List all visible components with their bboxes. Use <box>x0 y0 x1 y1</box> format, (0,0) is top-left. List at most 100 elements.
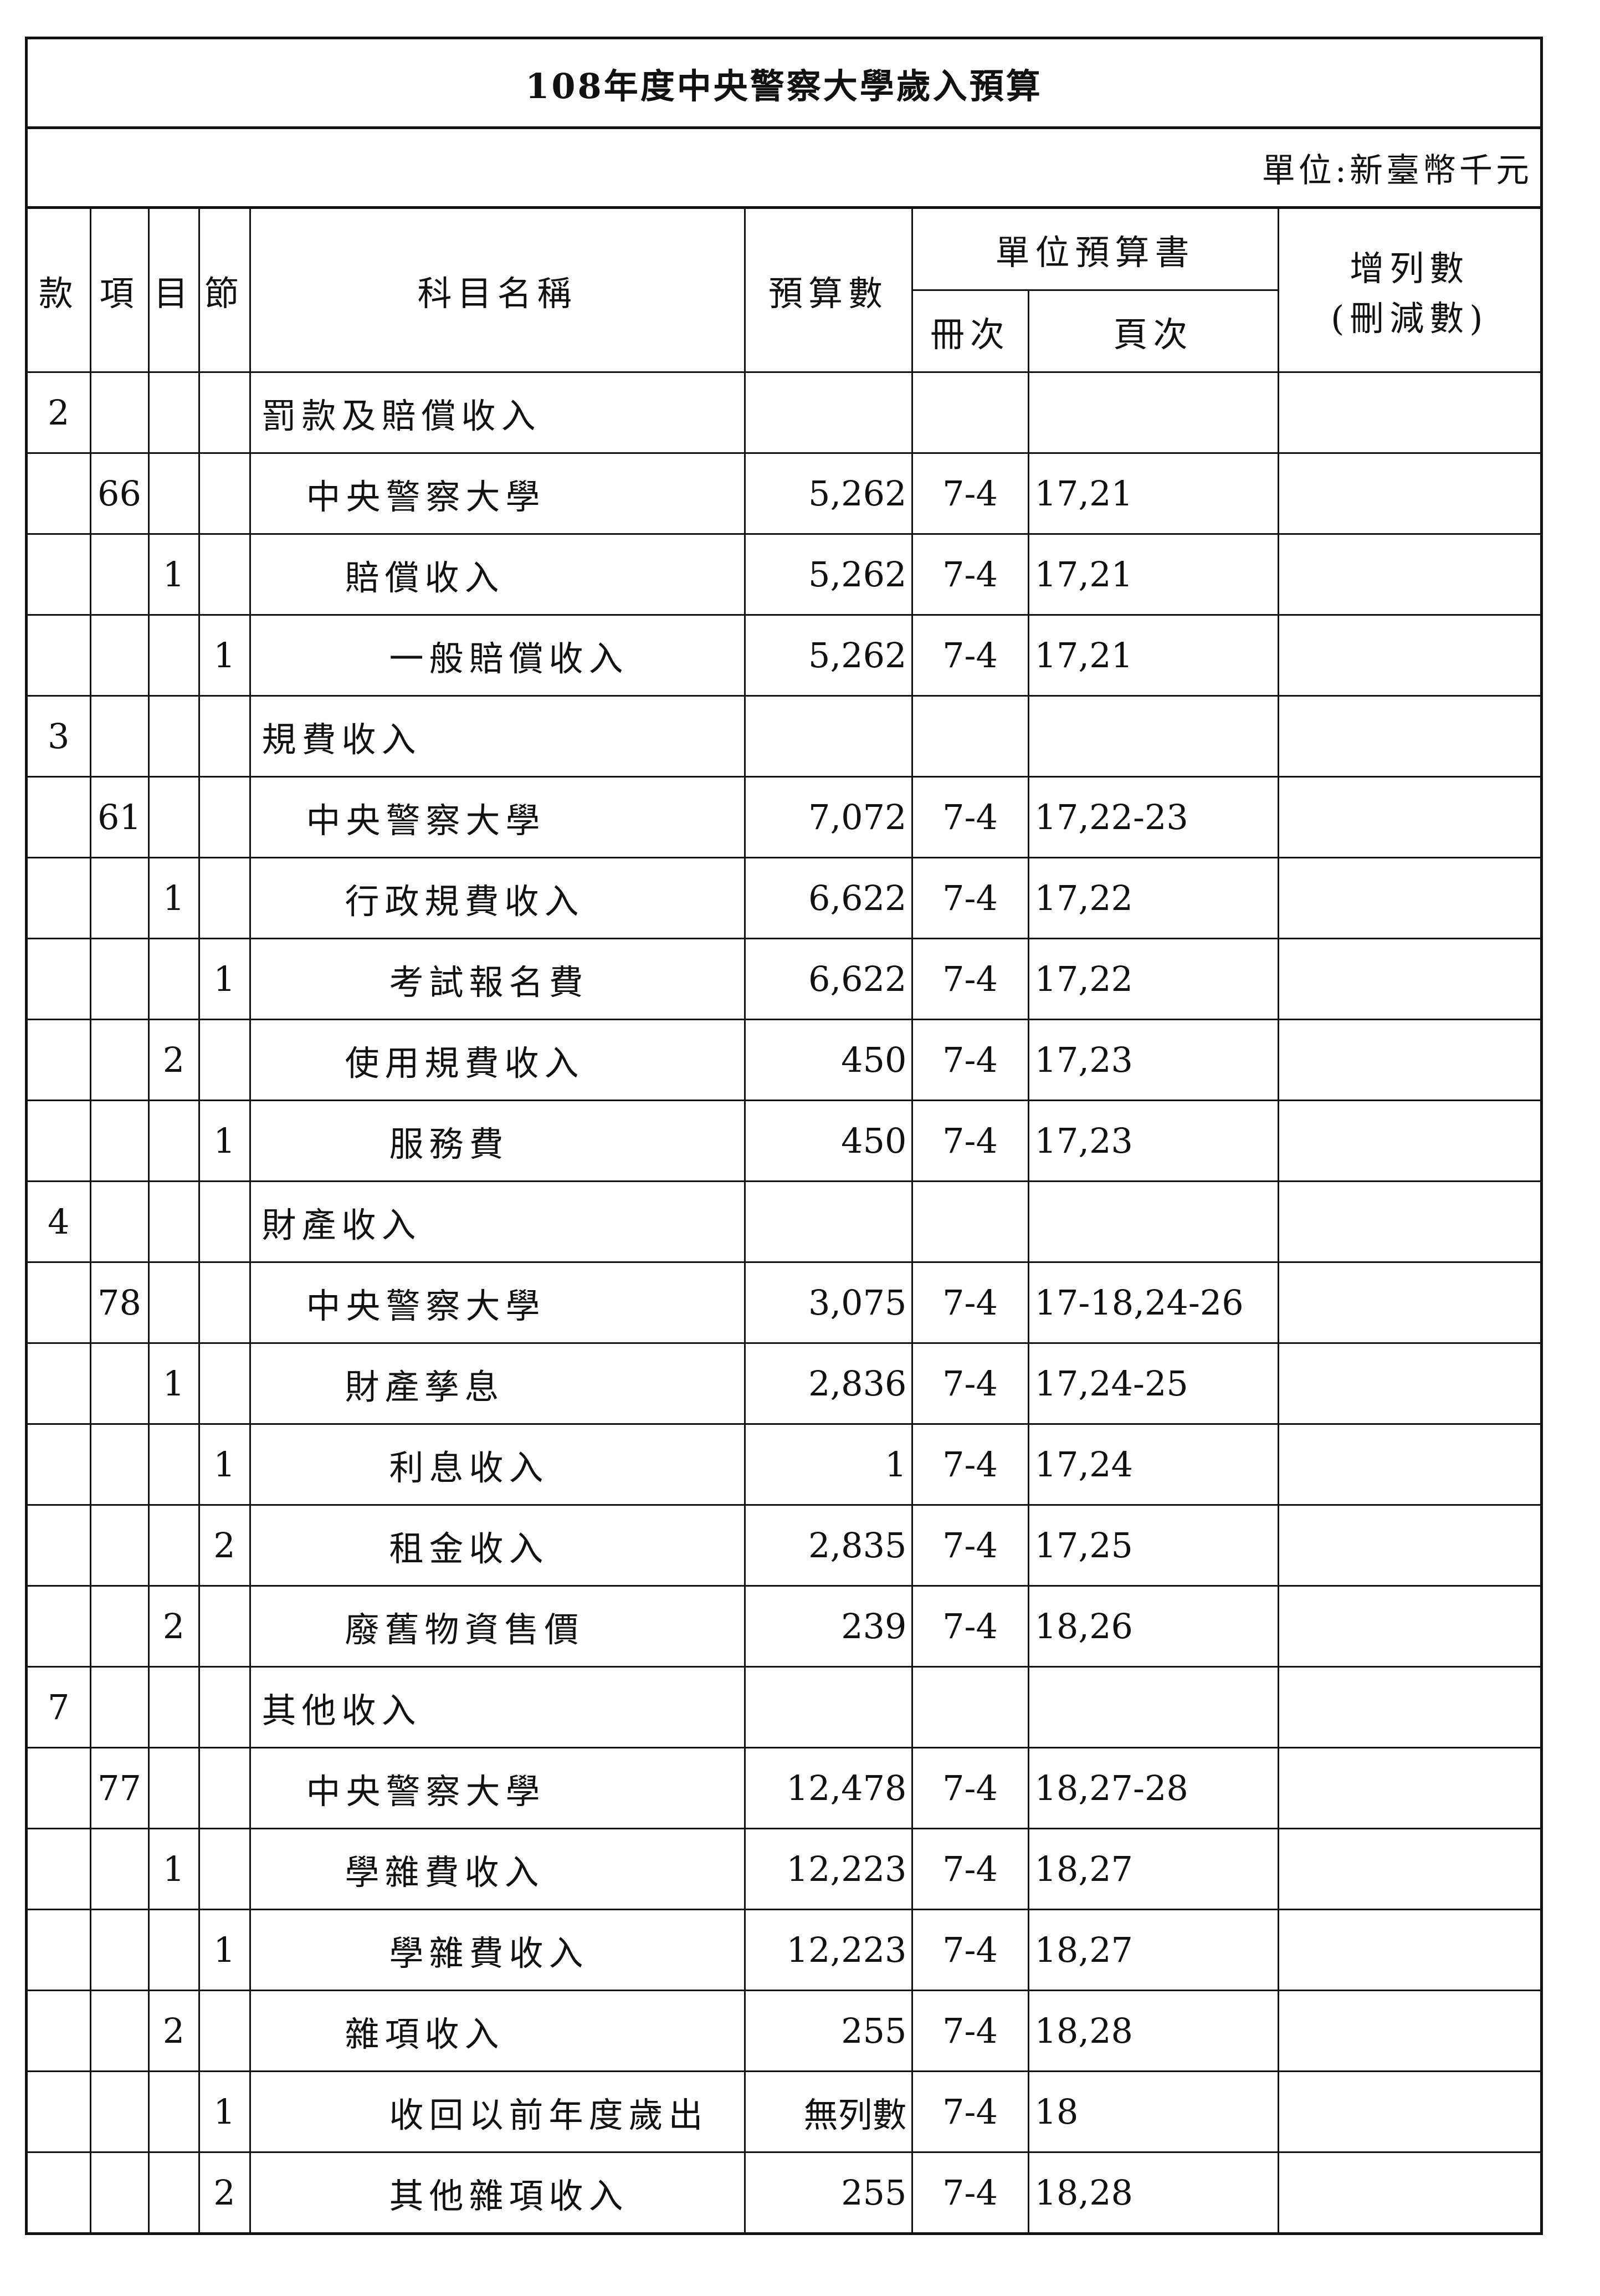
cell-jie <box>198 1019 251 1101</box>
cell-mu <box>147 2151 200 2232</box>
cell-amount: 12,223 <box>743 1909 913 1991</box>
cell-jie <box>198 533 251 616</box>
cell-pages: 18,27 <box>1027 1909 1279 1991</box>
cell-jie <box>198 452 251 535</box>
header-budget-book: 單位預算書 <box>911 209 1279 291</box>
cell-pages: 17,23 <box>1027 1019 1279 1101</box>
cell-volume: 7-4 <box>911 1585 1029 1668</box>
cell-mu <box>147 1747 200 1829</box>
cell-xiang: 66 <box>89 452 150 535</box>
cell-pages: 17,24-25 <box>1027 1342 1279 1425</box>
cell-change <box>1277 1342 1540 1425</box>
cell-mu <box>147 776 200 858</box>
table-row: 3 規費收入 <box>28 695 1540 778</box>
cell-volume: 7-4 <box>911 1261 1029 1344</box>
cell-pages: 17,22 <box>1027 857 1279 939</box>
cell-pages <box>1027 1180 1279 1263</box>
cell-mu <box>147 1261 200 1344</box>
cell-xiang <box>89 614 150 697</box>
cell-mu <box>147 1909 200 1991</box>
cell-amount <box>743 1666 913 1748</box>
cell-amount: 3,075 <box>743 1261 913 1344</box>
cell-xiang <box>89 371 150 454</box>
cell-volume: 7-4 <box>911 1019 1029 1101</box>
cell-kuan <box>28 1747 91 1829</box>
cell-change <box>1277 1828 1540 1910</box>
cell-change <box>1277 1100 1540 1182</box>
cell-kuan <box>28 533 91 616</box>
cell-name: 其他收入 <box>249 1666 746 1748</box>
cell-name: 服務費 <box>249 1100 746 1182</box>
cell-change <box>1277 938 1540 1020</box>
cell-jie <box>198 1828 251 1910</box>
cell-name: 雜項收入 <box>249 1990 746 2072</box>
unit-label: 單位:新臺幣千元 <box>28 129 1540 209</box>
table-row: 77 中央警察大學 12,478 7-4 18,27-28 <box>28 1747 1540 1829</box>
cell-change <box>1277 1180 1540 1263</box>
cell-kuan: 3 <box>28 695 91 778</box>
table-row: 1 學雜費收入 12,223 7-4 18,27 <box>28 1909 1540 1991</box>
cell-xiang <box>89 1585 150 1668</box>
cell-change <box>1277 371 1540 454</box>
header-pages: 頁次 <box>1027 289 1279 373</box>
cell-pages: 17,21 <box>1027 452 1279 535</box>
cell-amount: 5,262 <box>743 533 913 616</box>
table-row: 2 罰款及賠償收入 <box>28 371 1540 454</box>
cell-pages <box>1027 695 1279 778</box>
cell-volume: 7-4 <box>911 938 1029 1020</box>
cell-name: 財產收入 <box>249 1180 746 1263</box>
cell-name: 中央警察大學 <box>249 1261 746 1344</box>
cell-pages: 17,24 <box>1027 1423 1279 1506</box>
table-row: 1 考試報名費 6,622 7-4 17,22 <box>28 938 1540 1020</box>
cell-kuan: 2 <box>28 371 91 454</box>
cell-name: 罰款及賠償收入 <box>249 371 746 454</box>
cell-jie <box>198 1585 251 1668</box>
cell-jie <box>198 695 251 778</box>
cell-amount: 2,836 <box>743 1342 913 1425</box>
cell-kuan: 4 <box>28 1180 91 1263</box>
cell-mu <box>147 1100 200 1182</box>
cell-pages: 17-18,24-26 <box>1027 1261 1279 1344</box>
cell-change <box>1277 2151 1540 2232</box>
table-row: 2 租金收入 2,835 7-4 17,25 <box>28 1504 1540 1587</box>
cell-kuan <box>28 1342 91 1425</box>
budget-sheet: 108年度中央警察大學歲入預算 單位:新臺幣千元 款 項 目 節 科目名稱 預算… <box>25 37 1543 2235</box>
table-row: 1 收回以前年度歲出 無列數 7-4 18 <box>28 2070 1540 2153</box>
cell-mu <box>147 614 200 697</box>
cell-xiang <box>89 533 150 616</box>
cell-change <box>1277 1261 1540 1344</box>
cell-jie <box>198 1666 251 1748</box>
table-row: 78 中央警察大學 3,075 7-4 17-18,24-26 <box>28 1261 1540 1344</box>
cell-xiang <box>89 938 150 1020</box>
cell-pages: 17,21 <box>1027 533 1279 616</box>
cell-amount: 450 <box>743 1019 913 1101</box>
cell-jie: 1 <box>198 1100 251 1182</box>
header-change: 增列數 (刪減數) <box>1277 209 1540 373</box>
cell-kuan <box>28 452 91 535</box>
header-xiang: 項 <box>89 209 150 373</box>
cell-xiang <box>89 1909 150 1991</box>
cell-pages <box>1027 1666 1279 1748</box>
table-row: 2 其他雜項收入 255 7-4 18,28 <box>28 2151 1540 2232</box>
table-row: 1 財產孳息 2,836 7-4 17,24-25 <box>28 1342 1540 1425</box>
cell-name: 賠償收入 <box>249 533 746 616</box>
cell-pages: 17,23 <box>1027 1100 1279 1182</box>
cell-volume <box>911 695 1029 778</box>
cell-volume: 7-4 <box>911 1828 1029 1910</box>
table-row: 66 中央警察大學 5,262 7-4 17,21 <box>28 452 1540 535</box>
cell-mu: 1 <box>147 857 200 939</box>
cell-jie: 2 <box>198 2151 251 2232</box>
cell-kuan <box>28 1828 91 1910</box>
cell-kuan <box>28 2070 91 2153</box>
cell-volume: 7-4 <box>911 1504 1029 1587</box>
cell-mu <box>147 695 200 778</box>
cell-change <box>1277 614 1540 697</box>
cell-name: 中央警察大學 <box>249 1747 746 1829</box>
cell-volume <box>911 371 1029 454</box>
cell-xiang <box>89 1504 150 1587</box>
table-row: 7 其他收入 <box>28 1666 1540 1748</box>
cell-mu <box>147 452 200 535</box>
cell-jie <box>198 857 251 939</box>
cell-amount: 7,072 <box>743 776 913 858</box>
budget-table: 款 項 目 節 科目名稱 預算數 單位預算書 增列數 (刪減數) 冊次 頁次 2… <box>28 209 1540 2232</box>
